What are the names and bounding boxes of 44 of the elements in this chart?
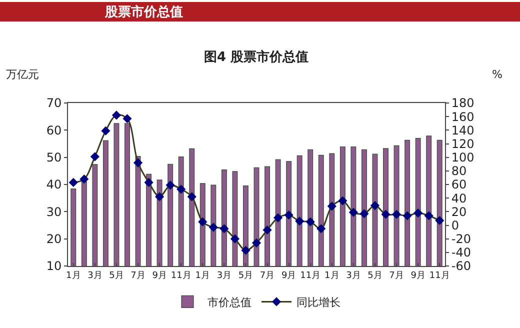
x-tick-label: 11月	[170, 270, 192, 281]
y2-tick-label: 160	[451, 110, 474, 124]
x-tick-label: 5月	[109, 270, 124, 281]
y2-axis-title: %	[492, 68, 502, 81]
x-tick-label: 1月	[195, 270, 210, 281]
y2-tick-label: -40	[451, 246, 472, 260]
x-tick-label: 11月	[429, 270, 450, 281]
x-tick-label: 1月	[66, 270, 81, 281]
y-tick-label: 60	[46, 123, 62, 138]
y2-tick-label: 100	[451, 150, 474, 165]
y2-tick-label: 20	[451, 204, 467, 219]
y-tick-label: 70	[46, 96, 62, 110]
y-axis-title: 万亿元	[6, 68, 39, 81]
y-tick-label: 50	[46, 150, 62, 165]
chart-subtitle: 图4 股票市价总值	[204, 49, 309, 65]
y2-tick-label: -60	[451, 259, 472, 274]
x-tick-label: 3月	[88, 270, 102, 281]
y2-tick-label: 40	[451, 191, 467, 206]
y2-tick-label: 140	[451, 123, 474, 138]
x-tick-label: 3月	[216, 270, 232, 281]
chart-title: 股票市价总值	[104, 4, 183, 20]
x-tick-label: 7月	[389, 270, 404, 281]
x-tick-label: 11月	[300, 270, 321, 281]
y-tick-label: 10	[46, 259, 62, 274]
y-tick-label: 40	[46, 178, 62, 192]
legend-label: 同比增长	[296, 296, 340, 309]
x-tick-label: 5月	[238, 270, 254, 281]
x-tick-label: 3月	[346, 270, 361, 281]
x-tick-label: 5月	[368, 270, 382, 281]
y-tick-label: 30	[46, 204, 62, 219]
legend-label: 市价总值	[208, 296, 252, 309]
y2-tick-label: 80	[451, 164, 467, 178]
y2-tick-label: 120	[451, 136, 474, 151]
x-tick-label: 9月	[281, 270, 296, 281]
x-tick-label: 7月	[260, 270, 275, 281]
y2-tick-label: 0	[451, 218, 460, 232]
x-tick-label: 1月	[324, 270, 340, 281]
x-tick-label: 9月	[410, 270, 426, 281]
x-tick-label: 7月	[130, 270, 146, 281]
y2-tick-label: 60	[451, 178, 467, 192]
y2-tick-label: 180	[451, 96, 474, 110]
y-tick-label: 20	[46, 232, 62, 246]
y2-tick-label: -20	[451, 232, 472, 246]
x-tick-label: 9月	[152, 270, 167, 281]
